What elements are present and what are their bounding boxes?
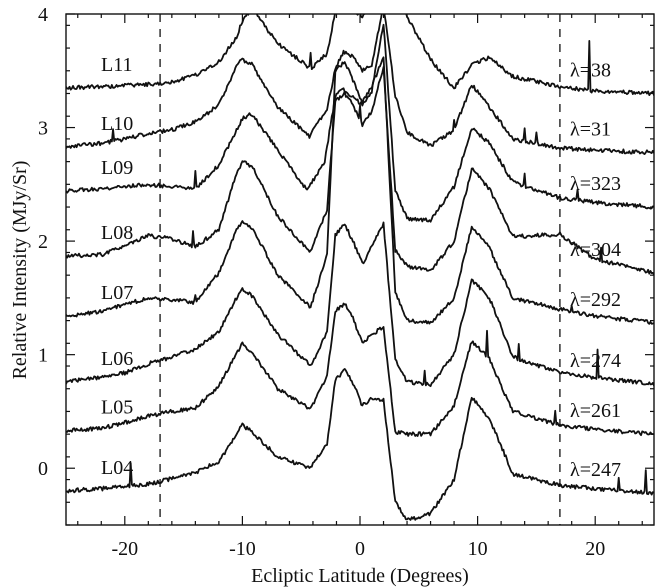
series-label-l10: L10 bbox=[101, 113, 133, 135]
series-label-l06: L06 bbox=[101, 348, 133, 370]
lambda-label-l10: λ=31 bbox=[570, 119, 611, 141]
series-line-l11 bbox=[66, 14, 654, 97]
series-line-l08 bbox=[66, 66, 654, 276]
series-line-l09 bbox=[66, 23, 654, 223]
series-line-l06 bbox=[66, 221, 654, 388]
plot-frame bbox=[65, 13, 655, 526]
x-tick-label: -20 bbox=[111, 538, 138, 560]
lambda-label-l06: λ=274 bbox=[570, 350, 621, 372]
lambda-label-l05: λ=261 bbox=[570, 400, 621, 422]
series-line-l07 bbox=[66, 56, 654, 325]
x-axis-label: Ecliptic Latitude (Degrees) bbox=[251, 565, 469, 587]
series-label-l11: L11 bbox=[101, 54, 132, 76]
series-line-l05 bbox=[66, 302, 654, 437]
y-tick-label: 2 bbox=[38, 231, 48, 253]
x-tick-label: 10 bbox=[468, 538, 488, 560]
series-line-l10 bbox=[66, 14, 654, 155]
x-tick-label: 20 bbox=[585, 538, 605, 560]
series-group bbox=[66, 14, 654, 521]
y-axis-label: Relative Intensity (MJy/Sr) bbox=[9, 161, 31, 380]
series-label-l07: L07 bbox=[101, 282, 133, 304]
series-line-l04 bbox=[66, 368, 654, 521]
series-label-l05: L05 bbox=[101, 397, 133, 419]
series-label-l04: L04 bbox=[101, 457, 133, 479]
y-tick-label: 0 bbox=[38, 458, 48, 480]
y-tick-label: 3 bbox=[38, 118, 48, 140]
lambda-label-l04: λ=247 bbox=[570, 459, 621, 481]
y-tick-label: 1 bbox=[38, 345, 48, 367]
lambda-label-l09: λ=323 bbox=[570, 173, 621, 195]
x-tick-label: -10 bbox=[229, 538, 256, 560]
plot-area: L11 λ=38 L10 λ=31 L09 λ=323 L08 λ=304 L07 λ=292 L0… bbox=[9, 4, 655, 587]
series-label-l09: L09 bbox=[101, 157, 133, 179]
series-label-l08: L08 bbox=[101, 222, 133, 244]
y-tick-label: 4 bbox=[38, 4, 48, 26]
lambda-label-l11: λ=38 bbox=[570, 59, 611, 81]
lambda-label-l08: λ=304 bbox=[570, 239, 621, 261]
x-tick-label: 0 bbox=[355, 538, 365, 560]
lambda-label-l07: λ=292 bbox=[570, 289, 621, 311]
